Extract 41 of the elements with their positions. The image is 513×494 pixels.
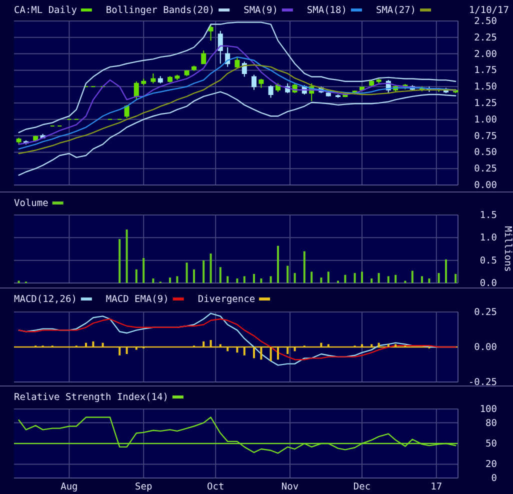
legend-label: Volume [14,198,49,209]
y-tick-label: 80 [486,418,498,429]
x-tick-label: Dec [353,482,371,493]
text: 1/10/17 [468,5,509,16]
legend-label: Divergence [198,294,256,305]
legend-label: Relative Strength Index(14) [14,392,168,403]
y-tick-label: 1.00 [474,114,498,126]
legend-label: CA:ML Daily [14,5,78,16]
legend-label: Bollinger Bands(20) [106,5,215,16]
y-tick-label: -0.25 [468,377,497,388]
y-tick-label: 0.5 [480,255,497,266]
y-tick-label: 2.25 [474,32,497,44]
x-tick-label: Sep [135,482,152,493]
y-tick-label: 2.50 [474,16,498,28]
y-tick-label: 1.25 [474,98,497,110]
x-tick-label: Nov [281,482,299,493]
legend-label: SMA(27) [376,5,416,16]
x-tick-label: Oct [207,482,224,493]
y-tick-label: 0.00 [474,342,498,354]
y-tick-label: 20 [486,459,498,470]
y-tick-label: 0.50 [474,147,498,158]
legend-label: SMA(18) [306,5,347,16]
y-tick-label: 100 [480,404,498,416]
y-tick-label: 1.50 [474,82,498,93]
y-tick-label: 0.25 [474,307,497,318]
y-tick-label: 0.0 [480,278,498,290]
y-tick-label: 1.0 [480,232,498,244]
x-tick-label: Aug [60,482,78,493]
legend-label: SMA(9) [244,5,278,16]
x-tick-label: 17 [430,482,442,493]
y-tick-label: 0.75 [474,130,497,142]
y-tick-label: 0 [491,473,498,484]
y-axis-title: Millions [502,226,513,272]
legend-label: MACD EMA(9) [106,294,169,305]
y-tick-label: 0.00 [474,180,498,192]
y-tick-label: 50 [486,438,498,450]
y-tick-label: 0.25 [474,164,497,175]
y-tick-label: 2.00 [474,48,498,60]
y-tick-label: 1.5 [480,210,497,222]
legend-label: MACD(12,26) [14,294,77,305]
y-tick-label: 1.75 [474,65,497,76]
